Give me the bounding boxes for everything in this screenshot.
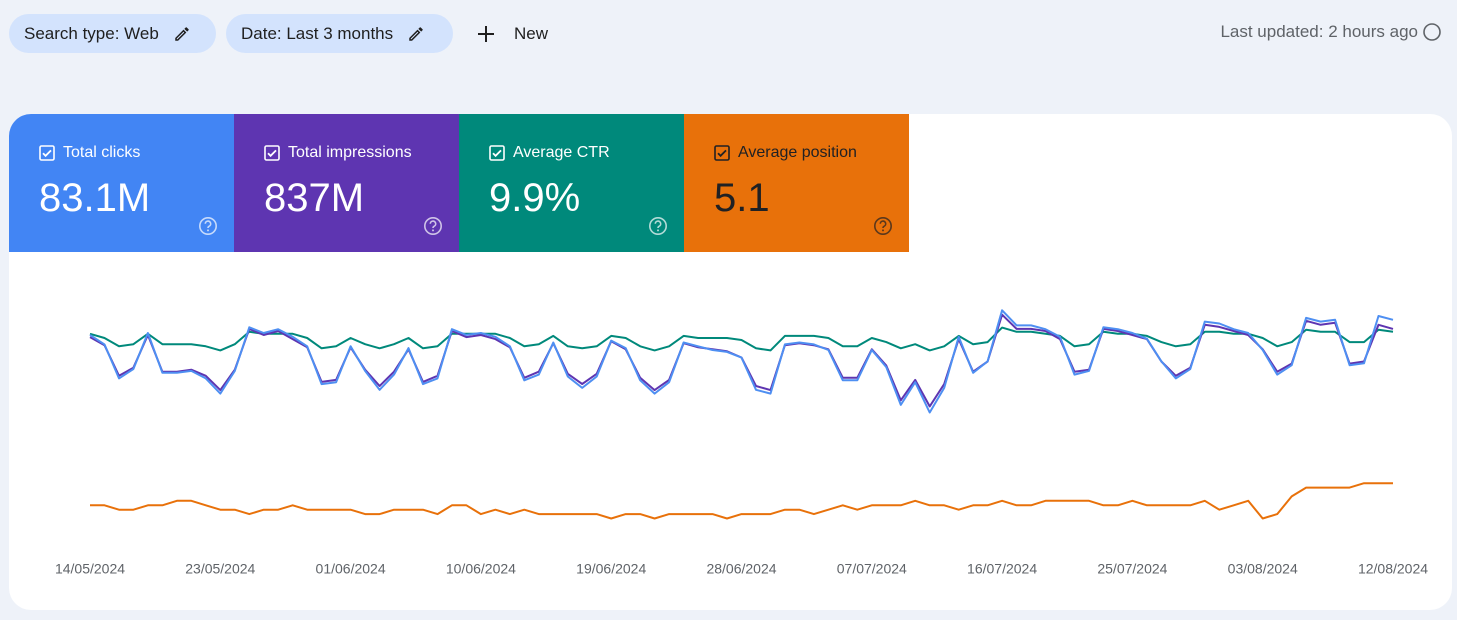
help-dot xyxy=(882,229,884,232)
help-circle xyxy=(424,217,442,235)
checkbox xyxy=(39,145,55,161)
metric-card[interactable]: Total clicks 83.1M xyxy=(9,114,234,252)
help-circle xyxy=(874,217,892,235)
metric-label: Average position xyxy=(738,144,857,161)
checkbox-tick xyxy=(42,149,52,158)
checkbox xyxy=(489,145,505,161)
series-line xyxy=(89,326,1394,352)
series-line xyxy=(90,482,1393,520)
metric-label-row: Average CTR xyxy=(489,144,610,162)
help-dot xyxy=(207,229,209,232)
last-updated-text: Last updated: 2 hours ago xyxy=(1220,22,1418,41)
chip-label: Search type: Web xyxy=(24,23,159,43)
help-circle xyxy=(199,217,217,235)
filter-chip[interactable]: Date: Last 3 months xyxy=(226,14,453,53)
filter-chip[interactable]: Search type: Web xyxy=(9,14,216,53)
chip-label: Date: Last 3 months xyxy=(241,23,394,43)
help-icon xyxy=(199,217,217,235)
help-glyph xyxy=(429,220,437,229)
metric-label: Total impressions xyxy=(288,144,412,161)
help-dot xyxy=(657,229,659,232)
help-glyph xyxy=(204,220,212,229)
metric-card[interactable]: Total impressions 837M xyxy=(234,114,459,252)
x-tick-label: 07/07/2024 xyxy=(837,561,907,577)
checkbox-box xyxy=(714,145,730,161)
metric-value: 5.1 xyxy=(714,176,770,220)
metric-card[interactable]: Average CTR 9.9% xyxy=(459,114,684,252)
series-line xyxy=(89,309,1394,414)
x-tick-label: 03/08/2024 xyxy=(1228,561,1298,577)
last-updated: Last updated: 2 hours ago xyxy=(1220,22,1442,42)
performance-panel: Total clicks 83.1M Total impressions 837M Av… xyxy=(9,114,1452,610)
x-tick-label: 10/06/2024 xyxy=(446,561,516,577)
help-icon xyxy=(424,217,442,235)
x-tick-label: 12/08/2024 xyxy=(1358,561,1428,577)
metric-card[interactable]: Average position 5.1 xyxy=(684,114,909,252)
x-tick-label: 28/06/2024 xyxy=(706,561,776,577)
help-icon xyxy=(874,217,892,235)
checkbox-tick xyxy=(267,149,277,158)
metric-label-row: Total clicks xyxy=(39,144,140,162)
metric-label: Total clicks xyxy=(63,144,141,161)
x-tick-label: 19/06/2024 xyxy=(576,561,646,577)
metric-label-row: Average position xyxy=(714,144,857,162)
checkbox xyxy=(264,145,280,161)
x-tick-label: 16/07/2024 xyxy=(967,561,1037,577)
help-icon xyxy=(649,217,667,235)
new-label: New xyxy=(514,23,549,43)
checkbox-tick xyxy=(717,149,727,158)
checkbox-tick xyxy=(492,149,502,158)
checkbox xyxy=(714,145,730,161)
help-glyph xyxy=(879,220,887,229)
plus-icon xyxy=(478,25,494,42)
metric-value: 83.1M xyxy=(39,176,151,220)
metric-value: 9.9% xyxy=(489,176,581,220)
x-tick-label: 14/05/2024 xyxy=(55,561,125,577)
edit-icon xyxy=(175,26,189,41)
metric-label: Average CTR xyxy=(513,144,610,161)
help-circle xyxy=(649,217,667,235)
checkbox-box xyxy=(264,145,280,161)
edit-icon xyxy=(409,26,423,41)
checkbox-box xyxy=(39,145,55,161)
metric-label-row: Total impressions xyxy=(264,144,412,162)
help-glyph xyxy=(654,220,662,229)
series-line xyxy=(89,313,1394,408)
new-button[interactable]: New xyxy=(474,14,548,53)
help-icon[interactable] xyxy=(1422,22,1442,42)
x-tick-label: 25/07/2024 xyxy=(1097,561,1167,577)
help-dot xyxy=(432,229,434,232)
metric-value: 837M xyxy=(264,176,365,220)
checkbox-box xyxy=(489,145,505,161)
x-tick-label: 23/05/2024 xyxy=(185,561,255,577)
x-tick-label: 01/06/2024 xyxy=(316,561,386,577)
